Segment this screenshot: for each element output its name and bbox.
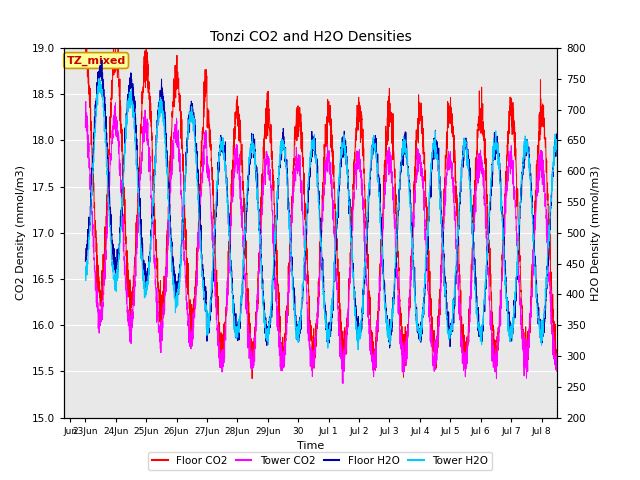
X-axis label: Time: Time [297,441,324,451]
Y-axis label: CO2 Density (mmol/m3): CO2 Density (mmol/m3) [16,165,26,300]
Y-axis label: H2O Density (mmol/m3): H2O Density (mmol/m3) [591,165,601,300]
Text: TZ_mixed: TZ_mixed [67,55,125,66]
Title: Tonzi CO2 and H2O Densities: Tonzi CO2 and H2O Densities [209,30,412,44]
Legend: Floor CO2, Tower CO2, Floor H2O, Tower H2O: Floor CO2, Tower CO2, Floor H2O, Tower H… [148,452,492,470]
